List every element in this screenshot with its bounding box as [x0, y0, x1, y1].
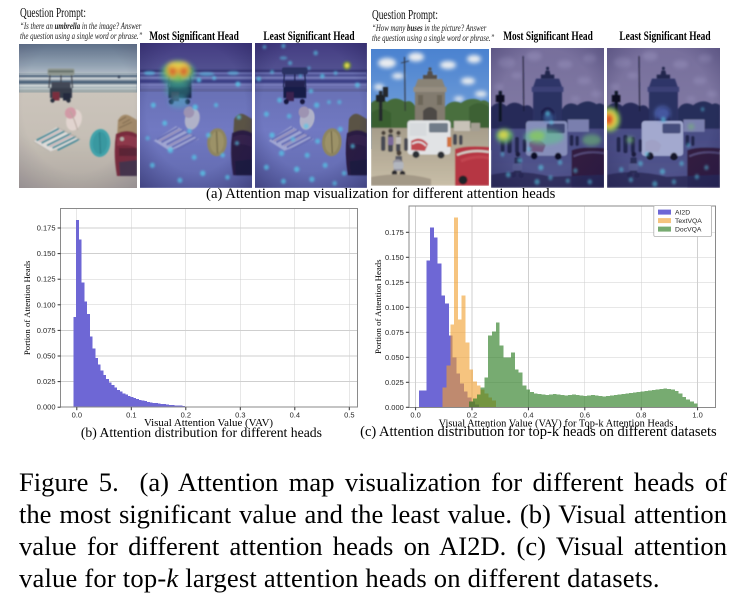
svg-text:0.150: 0.150: [37, 249, 56, 258]
svg-text:0.0: 0.0: [72, 411, 82, 420]
svg-text:0.2: 0.2: [467, 411, 477, 420]
svg-text:0.175: 0.175: [385, 228, 404, 237]
svg-text:0.150: 0.150: [385, 253, 404, 262]
svg-text:0.075: 0.075: [385, 328, 404, 337]
svg-text:Visual Attention Value (VAV) f: Visual Attention Value (VAV) for Top-k A…: [439, 418, 674, 429]
svg-text:0.175: 0.175: [37, 224, 56, 233]
svg-text:Portion of Attention Heads: Portion of Attention Heads: [373, 259, 383, 354]
svg-text:0.3: 0.3: [235, 411, 245, 420]
svg-text:1.0: 1.0: [692, 411, 702, 420]
svg-text:DocVQA: DocVQA: [675, 227, 702, 234]
svg-text:0.025: 0.025: [37, 377, 56, 386]
svg-text:0.4: 0.4: [523, 411, 533, 420]
svg-text:0.100: 0.100: [385, 303, 404, 312]
svg-text:0.050: 0.050: [385, 353, 404, 362]
svg-text:Visual Attention Value (VAV): Visual Attention Value (VAV): [144, 417, 273, 429]
svg-text:0.100: 0.100: [37, 300, 56, 309]
svg-text:0.125: 0.125: [385, 278, 404, 287]
svg-text:0.050: 0.050: [37, 352, 56, 361]
svg-text:0.000: 0.000: [385, 403, 404, 412]
svg-text:0.1: 0.1: [126, 411, 136, 420]
svg-text:TextVQA: TextVQA: [675, 218, 702, 225]
svg-text:0.6: 0.6: [580, 411, 590, 420]
svg-text:0.000: 0.000: [37, 403, 56, 412]
svg-text:0.025: 0.025: [385, 378, 404, 387]
svg-text:Portion of Attention Heads: Portion of Attention Heads: [22, 260, 32, 355]
svg-text:AI2D: AI2D: [675, 210, 690, 217]
svg-text:0.5: 0.5: [344, 411, 354, 420]
svg-text:0.4: 0.4: [290, 411, 300, 420]
svg-text:0.8: 0.8: [636, 411, 646, 420]
svg-text:0.2: 0.2: [181, 411, 191, 420]
svg-text:0.075: 0.075: [37, 326, 56, 335]
svg-text:0.125: 0.125: [37, 275, 56, 284]
svg-text:0.0: 0.0: [410, 411, 420, 420]
